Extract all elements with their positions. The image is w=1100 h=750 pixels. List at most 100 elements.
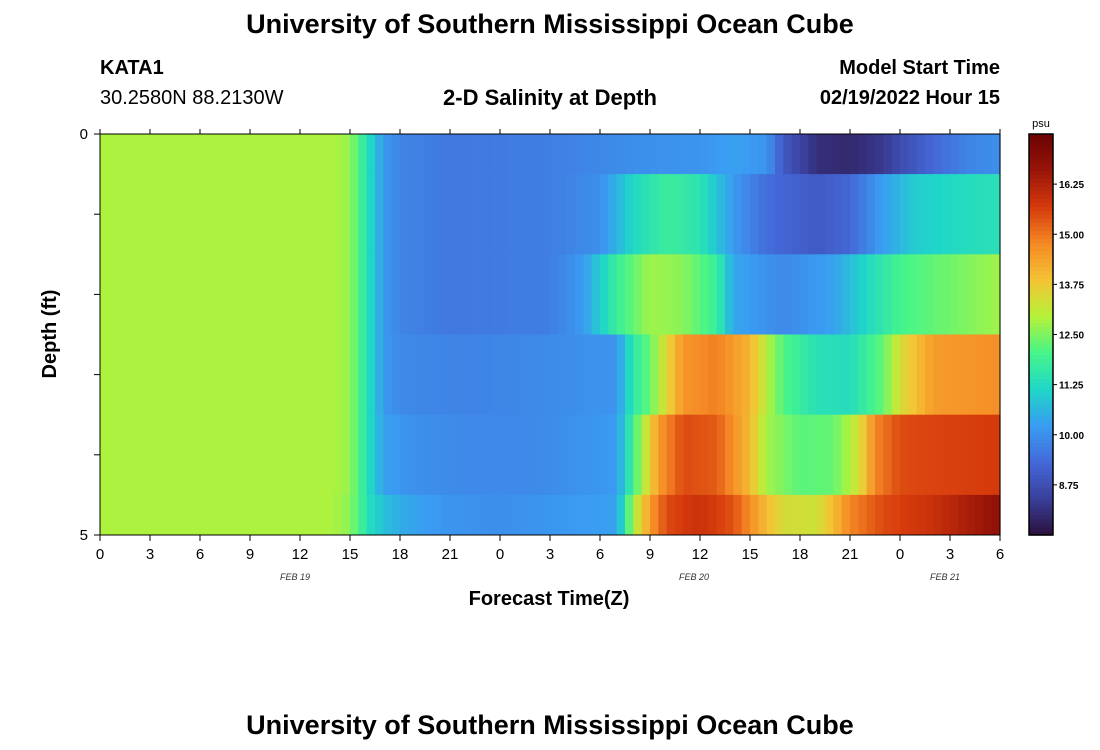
heatmap-cell [358, 174, 368, 255]
heatmap-cell [325, 134, 334, 175]
heatmap-cell [533, 254, 543, 335]
heatmap-cell [816, 174, 826, 255]
x-tick-label: 9 [246, 546, 254, 563]
x-tick-label: 0 [496, 546, 504, 563]
heatmap-cell [641, 174, 651, 255]
heatmap-cell [208, 254, 218, 335]
heatmap-cell [208, 494, 218, 536]
heatmap-cell [116, 494, 126, 536]
heatmap-cell [875, 494, 884, 536]
heatmap-cell [433, 254, 443, 335]
heatmap-cell [875, 414, 884, 496]
heatmap-cell [975, 254, 984, 335]
heatmap-cell [875, 254, 884, 335]
colorbar-segment [1029, 522, 1053, 528]
heatmap-cell [841, 134, 851, 175]
heatmap-cell [441, 254, 451, 335]
heatmap-cell [358, 494, 368, 536]
heatmap-cell [308, 334, 318, 416]
heatmap-cell [725, 414, 734, 496]
heatmap-cell [958, 134, 968, 175]
heatmap-cell [541, 254, 551, 335]
heatmap-cell [225, 174, 234, 255]
heatmap-cell [716, 494, 726, 536]
colorbar-segment [1029, 430, 1053, 436]
heatmap-cell [833, 494, 843, 536]
heatmap-cell [975, 494, 984, 536]
heatmap-cell [758, 254, 768, 335]
heatmap-cell [433, 134, 443, 175]
heatmap-cell [333, 414, 343, 496]
heatmap-cell [175, 254, 184, 335]
heatmap-cell [325, 494, 334, 536]
colorbar-segment [1029, 226, 1053, 231]
heatmap-cell [575, 414, 584, 496]
colorbar-segment [1029, 390, 1053, 396]
heatmap-cell [433, 494, 443, 536]
heatmap-cell [116, 174, 126, 255]
heatmap-cell [408, 254, 418, 335]
heatmap-cell [416, 174, 426, 255]
heatmap-cell [733, 334, 743, 416]
heatmap-cell [950, 134, 959, 175]
heatmap-cell [925, 414, 934, 496]
heatmap-cell [333, 134, 343, 175]
heatmap-cell [466, 134, 476, 175]
heatmap-cell [366, 414, 376, 496]
heatmap-cell [916, 334, 926, 416]
heatmap-cell [416, 254, 426, 335]
heatmap-layer [100, 414, 1001, 496]
heatmap-cell [116, 254, 126, 335]
heatmap-cell [441, 334, 451, 416]
heatmap-cell [808, 334, 818, 416]
heatmap-cell [200, 174, 209, 255]
heatmap-cell [566, 334, 576, 416]
heatmap-cell [233, 254, 243, 335]
colorbar-segment [1029, 294, 1053, 300]
heatmap-cell [366, 134, 376, 175]
colorbar-segment [1029, 346, 1053, 352]
heatmap-layer [100, 254, 1001, 335]
heatmap-cell [166, 254, 176, 335]
colorbar-segment [1029, 134, 1053, 139]
heatmap-cell [633, 134, 643, 175]
colorbar-segment [1029, 482, 1053, 488]
x-tick-label: 15 [342, 546, 359, 563]
heatmap-cell [825, 174, 834, 255]
colorbar-segment [1029, 174, 1053, 179]
heatmap-cell [650, 414, 659, 496]
colorbar-segment [1029, 366, 1053, 372]
heatmap-cell [766, 334, 776, 416]
heatmap-cell [108, 334, 118, 416]
heatmap-cell [691, 414, 701, 496]
heatmap-cell [225, 254, 234, 335]
heatmap-cell [258, 134, 268, 175]
heatmap-cell [708, 334, 718, 416]
heatmap-cell [783, 414, 793, 496]
heatmap-cell [225, 134, 234, 175]
heatmap-cell [191, 254, 201, 335]
heatmap-cell [516, 334, 526, 416]
heatmap-cell [958, 494, 968, 536]
heatmap-plot-area [100, 134, 1001, 536]
heatmap-cell [166, 134, 176, 175]
heatmap-cell [558, 134, 568, 175]
colorbar-segment [1029, 458, 1053, 464]
heatmap-cell [508, 414, 518, 496]
heatmap-cell [758, 134, 768, 175]
heatmap-cell [408, 494, 418, 536]
heatmap-cell [891, 174, 901, 255]
heatmap-cell [741, 334, 751, 416]
colorbar-segment [1029, 274, 1053, 279]
heatmap-cell [183, 174, 193, 255]
heatmap-cell [816, 414, 826, 496]
heatmap-cell [450, 174, 459, 255]
heatmap-cell [116, 414, 126, 496]
heatmap-cell [658, 494, 668, 536]
heatmap-cell [900, 134, 909, 175]
heatmap-cell [183, 494, 193, 536]
heatmap-cell [183, 414, 193, 496]
heatmap-cell [716, 334, 726, 416]
heatmap-cell [116, 134, 126, 175]
heatmap-cell [275, 494, 284, 536]
